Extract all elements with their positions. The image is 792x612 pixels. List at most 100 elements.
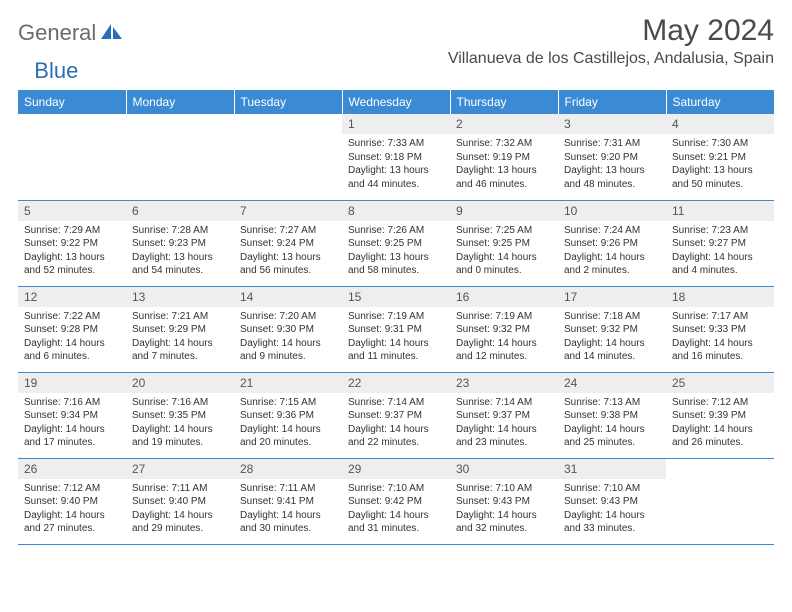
- calendar-cell: 16Sunrise: 7:19 AMSunset: 9:32 PMDayligh…: [450, 286, 558, 372]
- sunrise-text: Sunrise: 7:18 AM: [564, 310, 660, 324]
- daylight-text: and 27 minutes.: [24, 522, 120, 536]
- daylight-text: and 6 minutes.: [24, 350, 120, 364]
- daylight-text: and 32 minutes.: [456, 522, 552, 536]
- sunset-text: Sunset: 9:41 PM: [240, 495, 336, 509]
- sunset-text: Sunset: 9:30 PM: [240, 323, 336, 337]
- calendar-cell: 17Sunrise: 7:18 AMSunset: 9:32 PMDayligh…: [558, 286, 666, 372]
- sunset-text: Sunset: 9:43 PM: [564, 495, 660, 509]
- day-body: Sunrise: 7:33 AMSunset: 9:18 PMDaylight:…: [342, 134, 450, 195]
- day-body: Sunrise: 7:29 AMSunset: 9:22 PMDaylight:…: [18, 221, 126, 282]
- day-number: 15: [342, 287, 450, 307]
- logo-sail-icon: [101, 22, 123, 45]
- day-header: Tuesday: [234, 90, 342, 114]
- daylight-text: and 56 minutes.: [240, 264, 336, 278]
- sunrise-text: Sunrise: 7:11 AM: [132, 482, 228, 496]
- sunrise-text: Sunrise: 7:31 AM: [564, 137, 660, 151]
- calendar-cell: 7Sunrise: 7:27 AMSunset: 9:24 PMDaylight…: [234, 200, 342, 286]
- sunrise-text: Sunrise: 7:14 AM: [348, 396, 444, 410]
- daylight-text: and 54 minutes.: [132, 264, 228, 278]
- sunrise-text: Sunrise: 7:11 AM: [240, 482, 336, 496]
- day-number: 26: [18, 459, 126, 479]
- calendar-cell: 6Sunrise: 7:28 AMSunset: 9:23 PMDaylight…: [126, 200, 234, 286]
- sunrise-text: Sunrise: 7:21 AM: [132, 310, 228, 324]
- sunset-text: Sunset: 9:42 PM: [348, 495, 444, 509]
- calendar-cell: 5Sunrise: 7:29 AMSunset: 9:22 PMDaylight…: [18, 200, 126, 286]
- day-body: Sunrise: 7:28 AMSunset: 9:23 PMDaylight:…: [126, 221, 234, 282]
- calendar-body: 1Sunrise: 7:33 AMSunset: 9:18 PMDaylight…: [18, 114, 774, 544]
- sunrise-text: Sunrise: 7:30 AM: [672, 137, 768, 151]
- daylight-text: and 17 minutes.: [24, 436, 120, 450]
- day-header: Wednesday: [342, 90, 450, 114]
- sunrise-text: Sunrise: 7:10 AM: [564, 482, 660, 496]
- day-number: 31: [558, 459, 666, 479]
- daylight-text: and 16 minutes.: [672, 350, 768, 364]
- daylight-text: Daylight: 14 hours: [456, 423, 552, 437]
- calendar-cell: 2Sunrise: 7:32 AMSunset: 9:19 PMDaylight…: [450, 114, 558, 200]
- day-number: 18: [666, 287, 774, 307]
- daylight-text: Daylight: 13 hours: [240, 251, 336, 265]
- day-body: Sunrise: 7:26 AMSunset: 9:25 PMDaylight:…: [342, 221, 450, 282]
- day-number: 9: [450, 201, 558, 221]
- sunrise-text: Sunrise: 7:24 AM: [564, 224, 660, 238]
- day-body: Sunrise: 7:25 AMSunset: 9:25 PMDaylight:…: [450, 221, 558, 282]
- daylight-text: Daylight: 14 hours: [24, 509, 120, 523]
- daylight-text: Daylight: 13 hours: [132, 251, 228, 265]
- daylight-text: Daylight: 14 hours: [348, 337, 444, 351]
- daylight-text: Daylight: 14 hours: [132, 423, 228, 437]
- calendar-cell: 27Sunrise: 7:11 AMSunset: 9:40 PMDayligh…: [126, 458, 234, 544]
- sunrise-text: Sunrise: 7:17 AM: [672, 310, 768, 324]
- calendar-cell: 31Sunrise: 7:10 AMSunset: 9:43 PMDayligh…: [558, 458, 666, 544]
- day-body: Sunrise: 7:19 AMSunset: 9:31 PMDaylight:…: [342, 307, 450, 368]
- day-body: Sunrise: 7:17 AMSunset: 9:33 PMDaylight:…: [666, 307, 774, 368]
- daylight-text: and 46 minutes.: [456, 178, 552, 192]
- sunset-text: Sunset: 9:33 PM: [672, 323, 768, 337]
- daylight-text: and 44 minutes.: [348, 178, 444, 192]
- daylight-text: Daylight: 13 hours: [348, 251, 444, 265]
- sunrise-text: Sunrise: 7:32 AM: [456, 137, 552, 151]
- day-body: Sunrise: 7:15 AMSunset: 9:36 PMDaylight:…: [234, 393, 342, 454]
- daylight-text: and 7 minutes.: [132, 350, 228, 364]
- daylight-text: and 20 minutes.: [240, 436, 336, 450]
- daylight-text: Daylight: 13 hours: [24, 251, 120, 265]
- sunset-text: Sunset: 9:25 PM: [348, 237, 444, 251]
- day-number: 17: [558, 287, 666, 307]
- calendar-cell: 24Sunrise: 7:13 AMSunset: 9:38 PMDayligh…: [558, 372, 666, 458]
- sunset-text: Sunset: 9:40 PM: [24, 495, 120, 509]
- calendar-cell: 4Sunrise: 7:30 AMSunset: 9:21 PMDaylight…: [666, 114, 774, 200]
- day-header: Friday: [558, 90, 666, 114]
- daylight-text: Daylight: 14 hours: [564, 251, 660, 265]
- daylight-text: and 29 minutes.: [132, 522, 228, 536]
- calendar-week-row: 19Sunrise: 7:16 AMSunset: 9:34 PMDayligh…: [18, 372, 774, 458]
- calendar-table: SundayMondayTuesdayWednesdayThursdayFrid…: [18, 90, 774, 545]
- calendar-cell: 10Sunrise: 7:24 AMSunset: 9:26 PMDayligh…: [558, 200, 666, 286]
- daylight-text: Daylight: 14 hours: [240, 423, 336, 437]
- day-body: Sunrise: 7:10 AMSunset: 9:43 PMDaylight:…: [450, 479, 558, 540]
- sunrise-text: Sunrise: 7:12 AM: [24, 482, 120, 496]
- day-body: Sunrise: 7:23 AMSunset: 9:27 PMDaylight:…: [666, 221, 774, 282]
- calendar-week-row: 26 Sunrise: 7:12 AMSunset: 9:40 PMDayligh…: [18, 458, 774, 544]
- sunrise-text: Sunrise: 7:28 AM: [132, 224, 228, 238]
- sunset-text: Sunset: 9:37 PM: [348, 409, 444, 423]
- calendar-cell: 30Sunrise: 7:10 AMSunset: 9:43 PMDayligh…: [450, 458, 558, 544]
- logo-text-blue: Blue: [34, 58, 78, 84]
- calendar-cell: 19Sunrise: 7:16 AMSunset: 9:34 PMDayligh…: [18, 372, 126, 458]
- daylight-text: and 50 minutes.: [672, 178, 768, 192]
- daylight-text: Daylight: 14 hours: [564, 423, 660, 437]
- calendar-cell: 9Sunrise: 7:25 AMSunset: 9:25 PMDaylight…: [450, 200, 558, 286]
- sunset-text: Sunset: 9:18 PM: [348, 151, 444, 165]
- sunrise-text: Sunrise: 7:10 AM: [348, 482, 444, 496]
- calendar-cell: [126, 114, 234, 200]
- daylight-text: and 11 minutes.: [348, 350, 444, 364]
- sunrise-text: Sunrise: 7:26 AM: [348, 224, 444, 238]
- sunrise-text: Sunrise: 7:27 AM: [240, 224, 336, 238]
- day-number: 24: [558, 373, 666, 393]
- day-number: 28: [234, 459, 342, 479]
- day-header: Thursday: [450, 90, 558, 114]
- calendar-cell: 25Sunrise: 7:12 AMSunset: 9:39 PMDayligh…: [666, 372, 774, 458]
- daylight-text: and 33 minutes.: [564, 522, 660, 536]
- daylight-text: and 48 minutes.: [564, 178, 660, 192]
- sunrise-text: Sunrise: 7:20 AM: [240, 310, 336, 324]
- day-header: Monday: [126, 90, 234, 114]
- sunset-text: Sunset: 9:31 PM: [348, 323, 444, 337]
- day-body: Sunrise: 7:14 AMSunset: 9:37 PMDaylight:…: [342, 393, 450, 454]
